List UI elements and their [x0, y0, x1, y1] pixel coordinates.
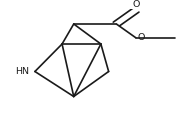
Text: O: O [138, 33, 145, 42]
Text: HN: HN [15, 67, 29, 76]
Text: O: O [132, 0, 139, 9]
